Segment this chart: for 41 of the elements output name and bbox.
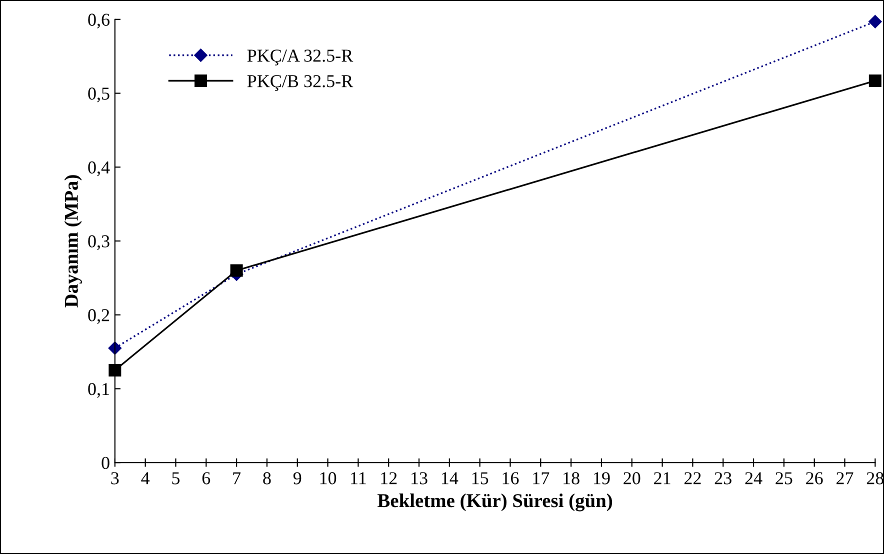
y-tick-label: 0,5 bbox=[88, 88, 110, 102]
x-tick-label: 20 bbox=[624, 472, 640, 484]
x-tick-label: 26 bbox=[806, 472, 823, 484]
point bbox=[868, 15, 882, 28]
x-tick-label: 22 bbox=[684, 472, 701, 484]
x-axis-title: Bekletme (Kür) Süresi (gün) bbox=[378, 494, 612, 512]
x-tick-label: 13 bbox=[412, 472, 428, 484]
x-tick-label: 5 bbox=[172, 472, 180, 484]
x-tick-label: 11 bbox=[351, 472, 366, 484]
x-tick-label: 14 bbox=[442, 472, 458, 484]
y-tick-label: 0 bbox=[102, 456, 110, 470]
point bbox=[230, 264, 243, 277]
y-tick-label: 0,3 bbox=[88, 235, 110, 250]
x-tick-label: 21 bbox=[654, 472, 670, 484]
x-tick-label: 9 bbox=[293, 472, 302, 484]
y-axis-title: Dayanım (MPa) bbox=[64, 175, 82, 308]
x-tick-label: 8 bbox=[263, 472, 271, 484]
y-tick-label: 0,6 bbox=[88, 14, 110, 28]
point bbox=[108, 364, 122, 377]
x-tick-label: 23 bbox=[714, 472, 732, 484]
x-tick-label: 3 bbox=[111, 472, 119, 484]
y-tick-label: 0,2 bbox=[88, 309, 110, 324]
x-tick-label: 6 bbox=[202, 472, 210, 484]
legend-label: PKÇ/B 32.5-R bbox=[247, 75, 354, 91]
x-tick-label: 25 bbox=[776, 472, 792, 484]
x-tick-label: 18 bbox=[564, 472, 580, 484]
point bbox=[868, 74, 882, 87]
x-tick-label: 27 bbox=[836, 472, 854, 484]
x-tick-label: 15 bbox=[472, 472, 488, 484]
y-tick-label: 0,4 bbox=[88, 161, 110, 176]
legend-label: PKÇ/A 32.5-R bbox=[247, 50, 354, 66]
x-tick-label: 4 bbox=[141, 472, 150, 484]
x-tick-label: 7 bbox=[233, 472, 241, 484]
y-tick-label: 0,1 bbox=[88, 382, 109, 398]
x-tick-label: 16 bbox=[502, 472, 519, 484]
x-tick-label: 28 bbox=[866, 472, 884, 484]
x-tick-label: 10 bbox=[320, 472, 336, 484]
x-tick-label: 24 bbox=[745, 472, 762, 484]
x-tick-label: 12 bbox=[381, 472, 397, 484]
x-tick-label: 19 bbox=[594, 472, 610, 484]
x-tick-label: 17 bbox=[533, 472, 550, 484]
